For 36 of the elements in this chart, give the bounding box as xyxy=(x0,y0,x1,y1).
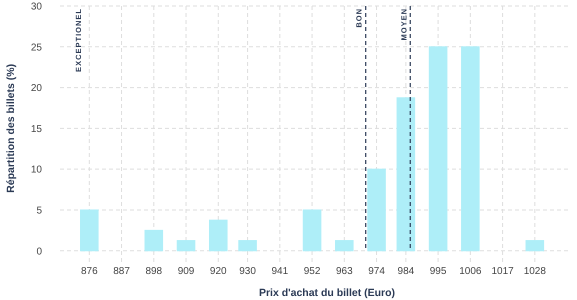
x-tick-label: 876 xyxy=(80,266,98,277)
x-tick-label: 963 xyxy=(336,266,354,277)
x-tick-label: 920 xyxy=(210,266,228,277)
bar xyxy=(461,46,480,252)
x-axis-title: Prix d'achat du billet (Euro) xyxy=(258,287,396,299)
x-tick-label: 952 xyxy=(304,266,321,277)
y-tick-label: 20 xyxy=(30,83,42,94)
bar xyxy=(526,240,544,252)
x-tick-label: 995 xyxy=(430,266,447,277)
bar xyxy=(335,240,354,252)
y-tick-label: 0 xyxy=(36,246,42,258)
x-tick-label: 887 xyxy=(113,266,130,277)
bar xyxy=(176,240,196,252)
bar xyxy=(302,209,322,252)
x-tick-label: 1028 xyxy=(524,266,546,277)
bar xyxy=(238,240,257,252)
bar xyxy=(208,220,228,252)
x-tick-label: 974 xyxy=(368,266,386,277)
y-tick-label: 5 xyxy=(36,205,42,216)
bar xyxy=(367,168,386,252)
x-tick-label: 984 xyxy=(398,266,415,277)
bar xyxy=(80,209,99,252)
x-tick-label: 898 xyxy=(145,266,163,277)
y-tick-label: 15 xyxy=(30,124,42,135)
x-tick-label: 1006 xyxy=(459,266,482,277)
x-tick-label: 930 xyxy=(239,266,256,277)
x-tick-label: 909 xyxy=(178,266,195,277)
x-tick-label: 941 xyxy=(271,266,289,277)
x-tick-label: 1017 xyxy=(491,266,514,277)
y-axis-title: Répartition des billets (%) xyxy=(5,64,17,193)
bar xyxy=(396,97,416,252)
bar xyxy=(144,230,164,252)
bar xyxy=(428,46,448,252)
y-tick-label: 30 xyxy=(30,2,42,12)
y-tick-label: 10 xyxy=(30,164,42,176)
y-tick-label: 25 xyxy=(30,42,42,54)
